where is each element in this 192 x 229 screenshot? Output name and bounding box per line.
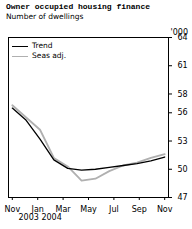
svg-text:'000: '000 — [171, 28, 188, 37]
svg-text:53: 53 — [178, 137, 188, 146]
svg-text:58: 58 — [178, 90, 188, 99]
svg-text:Mar: Mar — [55, 205, 71, 215]
svg-text:47: 47 — [178, 193, 188, 202]
html-text:Number of dwellings: Number of dwellings — [6, 12, 84, 21]
svg-text:56: 56 — [178, 108, 188, 117]
svg-text:Jul: Jul — [108, 205, 119, 214]
svg-text:May: May — [80, 205, 97, 214]
svg-text:61: 61 — [178, 61, 188, 70]
svg-text:Sep: Sep — [132, 205, 147, 214]
svg-text:Nov: Nov — [4, 205, 21, 215]
svg-text:2003 2004: 2003 2004 — [19, 213, 62, 222]
svg-text:Jan: Jan — [31, 205, 44, 215]
html-text:Seas adj.: Seas adj. — [32, 51, 67, 60]
html-text:Trend: Trend — [32, 41, 53, 50]
svg-text:64: 64 — [177, 33, 188, 43]
svg-text:50: 50 — [178, 165, 188, 174]
svg-text:Nov: Nov — [157, 205, 173, 214]
html-text:Owner occupied housing finance: Owner occupied housing finance — [6, 2, 150, 11]
